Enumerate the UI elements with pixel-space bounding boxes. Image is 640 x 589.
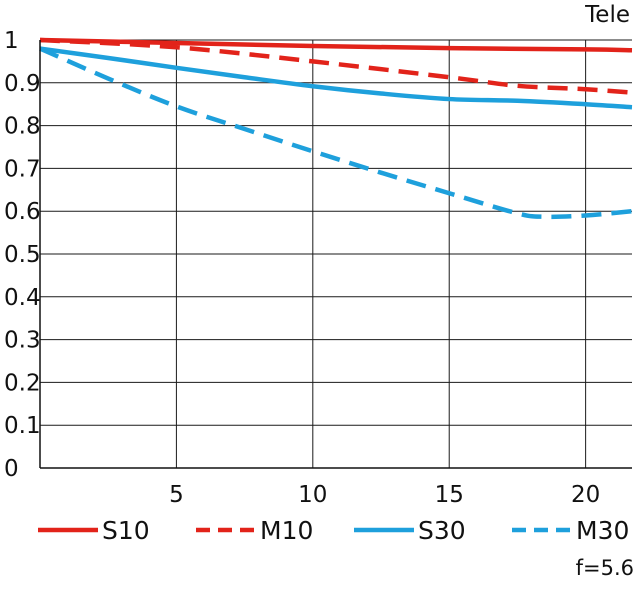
y-tick-label: 0.2	[4, 370, 41, 396]
chart-title: Tele	[584, 2, 630, 28]
y-tick-label: 0.5	[4, 242, 41, 268]
x-tick-label: 5	[169, 482, 184, 508]
y-tick-label: 0.6	[4, 199, 41, 225]
y-tick-label: 0.7	[4, 156, 41, 182]
grid	[40, 39, 632, 469]
legend-label-m30: M30	[576, 516, 629, 545]
x-tick-label: 20	[571, 482, 600, 508]
legend: S10 M10 S30 M30	[38, 516, 629, 545]
x-tick-label: 15	[435, 482, 464, 508]
axes	[39, 40, 632, 469]
legend-label-s30: S30	[418, 516, 466, 545]
x-tick-label: 10	[298, 482, 327, 508]
y-tick-label: 0.1	[4, 413, 41, 439]
legend-label-s10: S10	[102, 516, 150, 545]
y-tick-label: 0	[4, 456, 19, 482]
series-s10-line	[39, 37, 633, 53]
series-s30-line	[39, 46, 633, 110]
y-tick-label: 1	[4, 28, 19, 54]
aperture-note: f=5.6	[576, 556, 634, 580]
y-tick-label: 0.8	[4, 114, 41, 140]
series-m10-line	[39, 37, 633, 95]
series-m30-line	[39, 46, 633, 220]
legend-label-m10: M10	[260, 516, 313, 545]
series-lines	[39, 37, 633, 220]
y-tick-label: 0.4	[4, 285, 41, 311]
y-tick-label: 0.3	[4, 328, 41, 354]
y-tick-label: 0.9	[4, 71, 41, 97]
tick-labels: 00.10.20.30.40.50.60.70.80.915 10 15 20	[4, 28, 600, 508]
